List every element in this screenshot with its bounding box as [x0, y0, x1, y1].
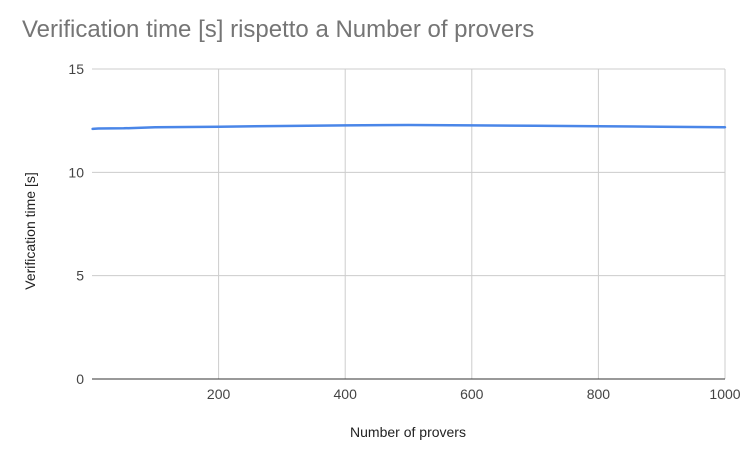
x-tick-label: 800	[587, 386, 611, 402]
x-tick-label: 400	[334, 386, 358, 402]
tick-labels: 0 5 10 15 200 400 600 800 1000	[68, 61, 740, 402]
chart-title: Verification time [s] rispetto a Number …	[22, 16, 535, 43]
grid-lines	[92, 68, 726, 379]
y-tick-label: 5	[76, 268, 84, 284]
x-tick-label: 200	[207, 386, 231, 402]
x-tick-label: 1000	[709, 386, 740, 402]
y-tick-label: 10	[68, 164, 84, 180]
y-tick-label: 15	[68, 61, 84, 77]
series-layer	[91, 123, 727, 131]
series-line	[91, 123, 727, 131]
x-tick-label: 600	[460, 386, 484, 402]
y-tick-label: 0	[76, 371, 84, 387]
x-axis-title: Number of provers	[350, 424, 466, 440]
y-axis-title: Verification time [s]	[22, 172, 38, 290]
